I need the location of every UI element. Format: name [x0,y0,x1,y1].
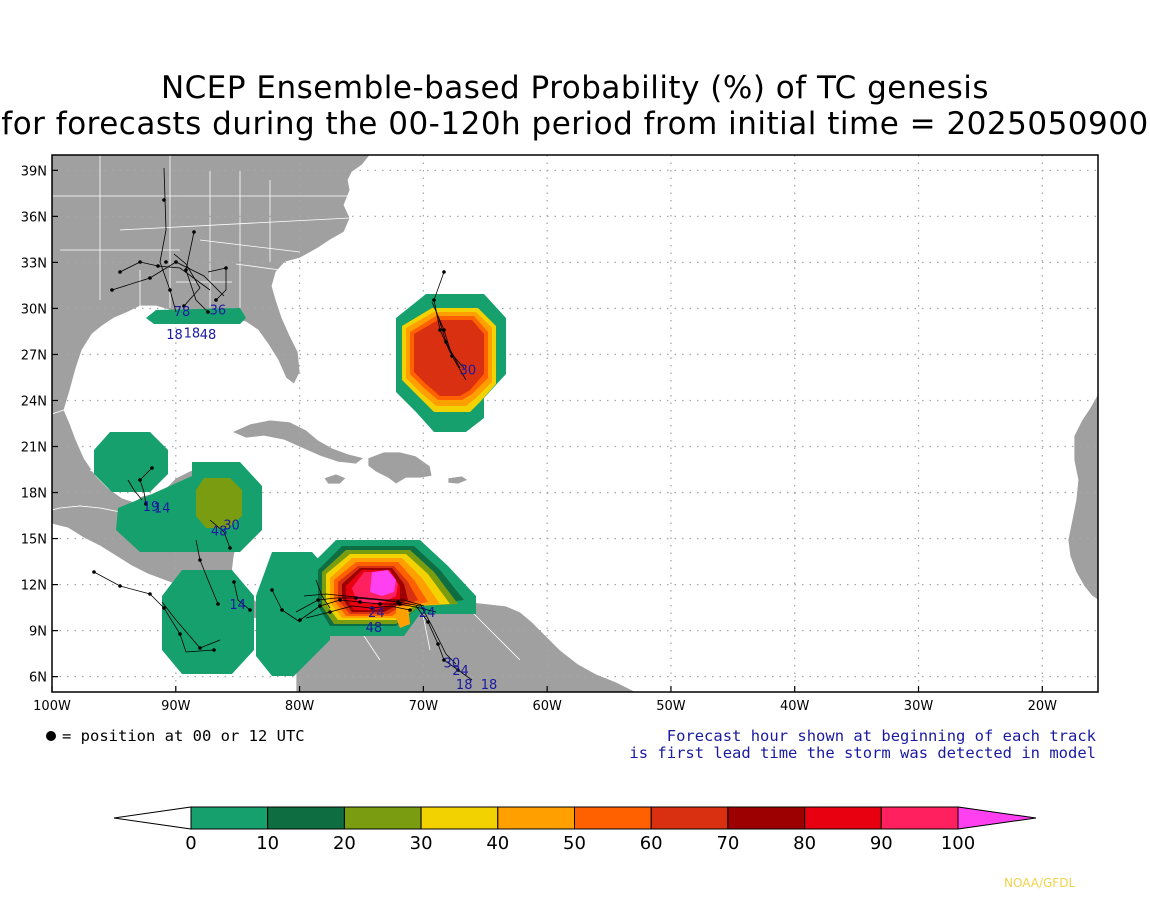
colorbar-swatch [420,806,499,830]
lat-label: 33N [21,256,47,271]
colorbar-swatch [497,806,575,830]
credit-watermark: NOAA/GFDL [1004,876,1076,890]
map-title-line-2: for forecasts during the 00-120h period … [1,106,1149,142]
axis-labels: 39N 36N 33N 30N 27N 24N 21N 18N 15N 12N 9N 6N 100W 90… [21,164,1057,714]
lat-label: 24N [21,394,47,409]
track-hour-label: 78 [174,305,191,320]
track-hour-label: 14 [154,501,171,516]
map-title-line-1: NCEP Ensemble-based Probability (%) of T… [160,70,990,106]
position-dot-legend-text: = position at 00 or 12 UTC [62,727,305,745]
map-frame [51,154,1099,693]
track-hour-label: 48 [366,621,383,636]
lon-label: 100W [33,699,71,714]
track-hour-label: 36 [210,304,227,319]
lat-label: 15N [21,533,47,548]
lon-label: 70W [409,699,439,714]
colorbar-label: 50 [563,833,586,854]
lat-label: 6N [29,671,47,686]
colorbar-label: 20 [333,833,356,854]
landmass-hispaniola [367,451,433,485]
track-hour-label: 18 [166,328,183,343]
colorbar-label: 90 [870,833,893,854]
track-hour-label: 24 [368,606,385,621]
track-hour-label: 24 [452,664,469,679]
lon-label: 30W [904,699,934,714]
colorbar-swatch [804,806,882,830]
colorbar-label: 70 [716,833,739,854]
colorbar-label: 30 [410,833,433,854]
lon-label: 20W [1028,699,1058,714]
lon-label: 90W [161,699,191,714]
colorbar-swatch [343,806,422,830]
colorbar-label: 60 [640,833,663,854]
ensemble-tracks [93,167,473,681]
landmass-cuba [231,419,365,465]
track-position-dots [92,198,460,672]
track-hour-label: 18 [184,327,201,342]
prob-area-east-pacific [162,570,254,674]
forecast-hour-note-line-1: Forecast hour shown at beginning of each… [666,727,1096,745]
track-hour-label: 48 [200,328,217,343]
axis-ticks [51,169,1043,692]
colorbar-swatch [267,806,345,830]
landmass-north-america [52,155,371,415]
prob-area-yucatan-20-30 [196,478,242,528]
prob-area-venezuela-small [396,606,410,628]
landmass-jamaica [323,473,347,485]
lat-label: 39N [21,164,47,179]
track-hour-label: 14 [229,598,246,613]
forecast-hour-note-line-2: is first lead time the storm was detecte… [629,744,1096,762]
prob-area-caribbean-peak [370,570,396,596]
colorbar-swatch [190,806,269,830]
position-dot-legend: = position at 00 or 12 UTC [46,727,305,745]
prob-area-atlantic-70 [414,320,484,396]
lat-label: 36N [21,210,47,225]
lat-label: 18N [21,487,47,502]
track-hour-label: 30 [444,656,461,671]
lat-label: 21N [21,441,47,456]
track-hour-label: 48 [211,525,228,540]
lon-label: 50W [656,699,686,714]
lon-label: 80W [285,699,315,714]
prob-area-mexico-west [94,432,168,492]
colorbar-label: 0 [185,833,196,854]
colorbar-swatch [574,806,652,830]
colorbar-label: 40 [486,833,509,854]
colorbar-swatch [650,806,729,830]
colorbar-swatch [727,806,806,830]
track-hour-label: 19 [143,500,160,515]
colorbar-swatch [880,806,959,830]
colorbar-low-extension [113,806,192,830]
lat-label: 12N [21,579,47,594]
position-dot-icon [46,731,56,741]
track-hour-label: 24 [419,606,436,621]
lon-label: 40W [780,699,810,714]
colorbar-label: 100 [941,833,975,854]
colorbar: 0 10 20 30 40 50 60 70 80 90 100 [113,806,1037,854]
lat-label: 27N [21,348,47,363]
track-hour-label: 18 [456,678,473,693]
lat-label: 30N [21,302,47,317]
track-hour-label: 18 [481,678,498,693]
landmass-africa [1067,393,1098,601]
lat-label: 9N [29,625,47,640]
lon-label: 60W [532,699,562,714]
colorbar-label: 10 [256,833,279,854]
track-hour-label: 30 [223,518,240,533]
colorbar-high-extension [957,806,1037,830]
landmass-puerto-rico [447,475,469,485]
track-hour-label: 30 [460,363,477,378]
prob-area-gulf [146,308,246,324]
colorbar-label: 80 [793,833,816,854]
